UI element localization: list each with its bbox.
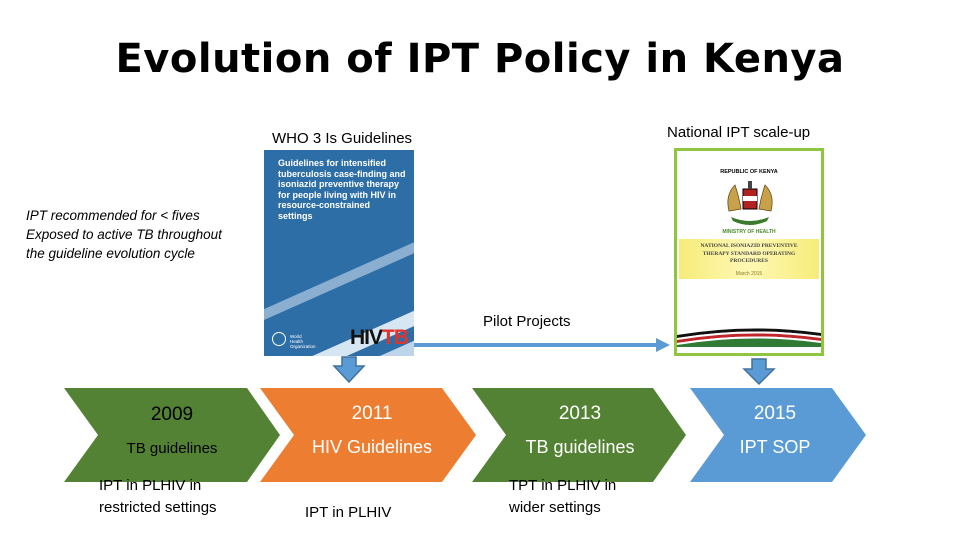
- timeline-year-2009: 2009: [150, 404, 194, 425]
- ministry-of-health-text: MINISTRY OF HEALTH: [722, 229, 776, 235]
- who-guidelines-cover: Guidelines for intensified tuberculosis …: [264, 150, 414, 356]
- ipt-note-line-1: IPT recommended for < fives: [26, 208, 200, 223]
- kenya-coat-of-arms-icon: [727, 181, 773, 225]
- timeline-label-2009: TB guidelines: [126, 440, 218, 457]
- timeline-note-2013: TPT in PLHIV in wider settings: [509, 477, 617, 516]
- pilot-projects-label: Pilot Projects: [483, 313, 571, 330]
- pilot-connector-arrowhead: [656, 338, 670, 352]
- hivtb-logo: HIVTB: [350, 326, 409, 349]
- page-title: Evolution of IPT Policy in Kenya: [115, 36, 845, 82]
- chevron-2013: [472, 388, 686, 482]
- timeline-year-2013: 2013: [558, 403, 602, 424]
- who-guidelines-label: WHO 3 Is Guidelines: [272, 130, 413, 147]
- sop-title: NATIONAL ISONIAZID PREVENTIVE THERAPY ST…: [700, 243, 798, 264]
- timeline-label-2015: IPT SOP: [739, 437, 811, 457]
- ipt-note-line-2: Exposed to active TB throughout: [26, 227, 222, 242]
- who-logo-icon: [272, 332, 286, 346]
- who-cover-text: Guidelines for intensified tuberculosis …: [278, 158, 406, 221]
- ipt-note-line-3: the guideline evolution cycle: [26, 246, 195, 261]
- timeline-note-2009: IPT in PLHIV in restricted settings: [99, 477, 217, 516]
- sop-date: March 2015: [735, 271, 763, 277]
- chevron-2015: [690, 388, 866, 482]
- ipt-under-fives-note: IPT recommended for < fives Exposed to a…: [26, 206, 222, 263]
- chevron-2009: [64, 388, 280, 482]
- timeline-label-2011: HIV Guidelines: [311, 437, 433, 457]
- timeline-year-2011: 2011: [351, 403, 393, 424]
- who-publisher: World Health Organization: [290, 334, 316, 349]
- sop-title-banner: NATIONAL ISONIAZID PREVENTIVE THERAPY ST…: [679, 239, 819, 279]
- national-scaleup-label: National IPT scale-up: [667, 124, 811, 141]
- chevron-2011: [260, 388, 476, 482]
- kenya-ipt-sop-cover: REPUBLIC OF KENYA MINISTRY OF HEALTH NAT…: [674, 148, 824, 356]
- who-down-arrow-icon: [332, 356, 366, 384]
- republic-of-kenya-text: REPUBLIC OF KENYA: [720, 169, 778, 175]
- timeline-note-2011: IPT in PLHIV: [305, 504, 392, 521]
- national-down-arrow-icon: [742, 358, 776, 386]
- kenya-flag-stripes-icon: [677, 328, 821, 347]
- timeline-year-2015: 2015: [753, 403, 797, 424]
- timeline-label-2013: TB guidelines: [525, 437, 635, 457]
